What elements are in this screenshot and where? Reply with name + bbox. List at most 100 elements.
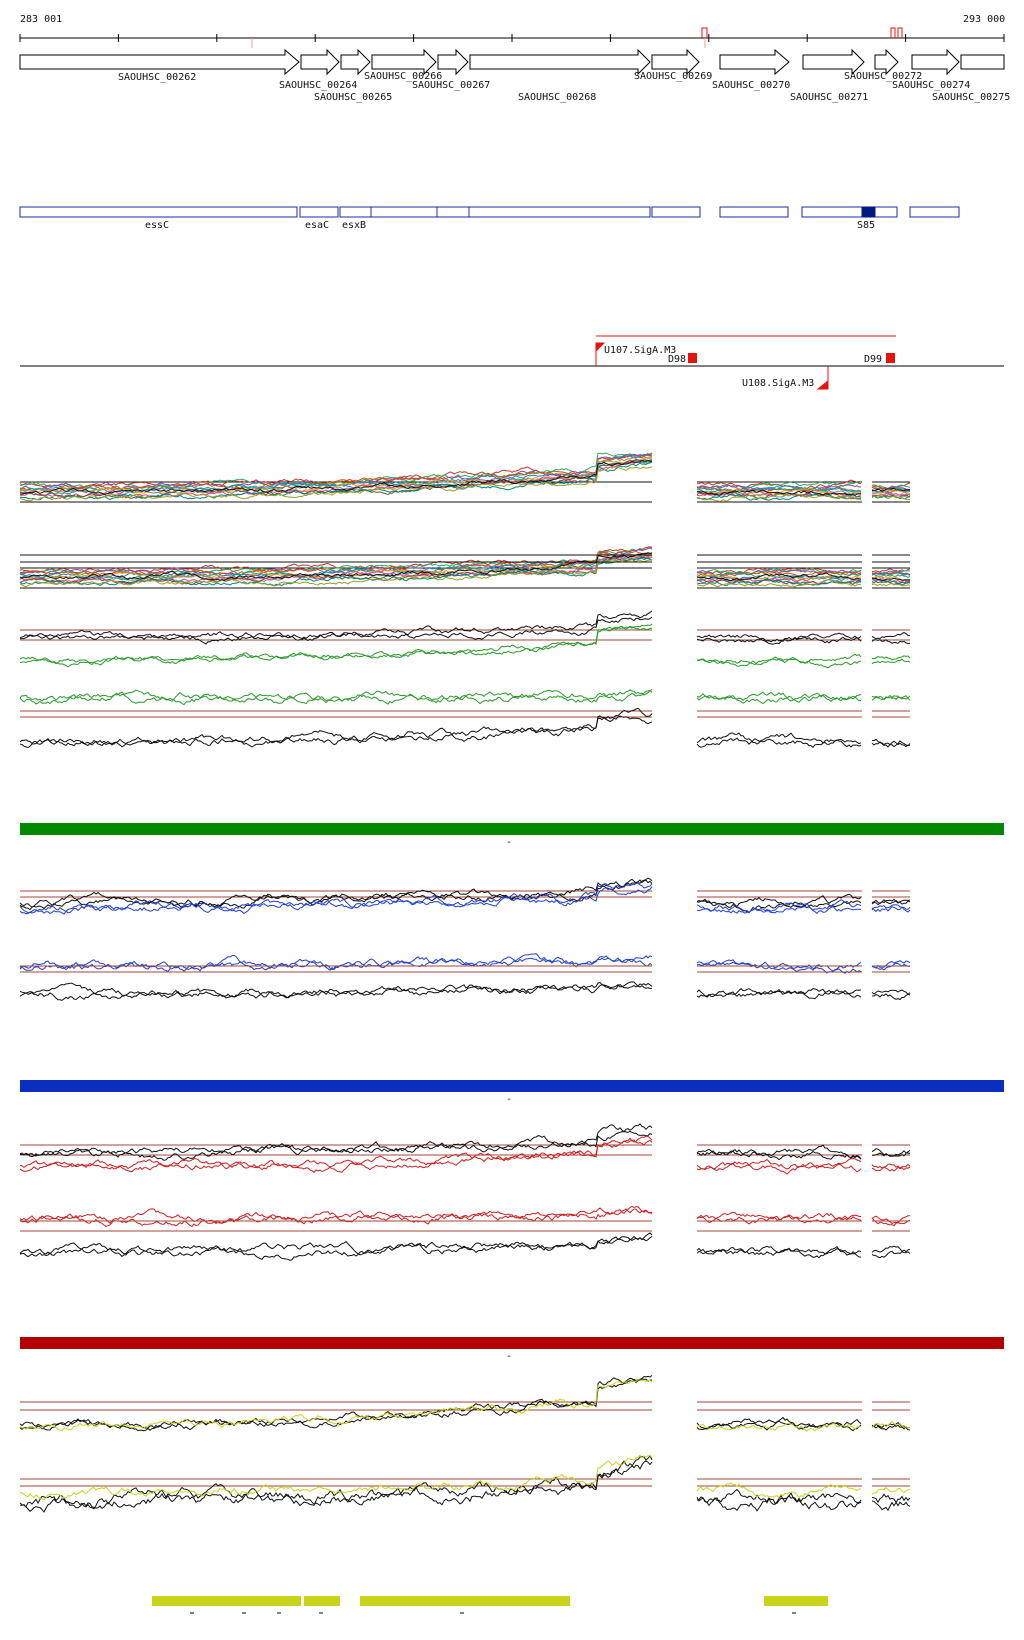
ruler-end-label: 293 000 (963, 14, 1005, 25)
annotation-box[interactable] (299, 206, 339, 218)
signal-trace (19, 610, 653, 640)
signal-trace (696, 493, 862, 502)
signal-trace (19, 1139, 653, 1173)
signal-trace (871, 655, 911, 661)
signal-trace (871, 489, 911, 495)
gene-arrow[interactable] (19, 48, 300, 76)
signal-trace (19, 886, 653, 915)
gene-arrow[interactable] (802, 48, 865, 76)
signal-trace (696, 1488, 862, 1505)
signal-trace (871, 992, 911, 1001)
signal-trace (871, 740, 911, 748)
signal-trace (696, 567, 862, 576)
gene-arrow[interactable] (719, 48, 790, 76)
annotation-label: esaC (305, 220, 329, 231)
signal-trace (696, 1211, 862, 1224)
signal-trace (696, 479, 862, 491)
signal-trace (19, 1235, 653, 1256)
gene-arrow[interactable] (340, 48, 371, 76)
signal-trace (19, 689, 653, 706)
signal-trace (871, 579, 911, 586)
signal-trace (19, 623, 653, 668)
segment-block[interactable] (764, 1596, 828, 1606)
gene-arrow[interactable] (911, 48, 960, 76)
condition-separator: - (506, 837, 512, 848)
signal-trace (19, 882, 653, 914)
signal-trace (696, 578, 862, 587)
signal-trace (696, 691, 862, 702)
annotation-box[interactable] (651, 206, 701, 218)
signal-trace (696, 1161, 862, 1175)
gene-label: SAOUHSC_00269 (634, 71, 712, 82)
signal-trace (871, 1420, 911, 1429)
annotation-box[interactable] (801, 206, 898, 218)
promoter-marker[interactable] (816, 366, 829, 390)
condition-separator: - (506, 1094, 512, 1105)
ruler-markers (251, 27, 903, 48)
annotation-highlight[interactable] (861, 206, 876, 218)
annotation-box[interactable] (468, 206, 651, 218)
gene-arrow[interactable] (960, 54, 1005, 70)
gene-arrow[interactable] (874, 48, 899, 76)
gene-label: SAOUHSC_00274 (892, 80, 970, 91)
segment-block[interactable] (304, 1596, 340, 1606)
signal-trace (696, 737, 862, 749)
signal-trace (696, 732, 862, 745)
signal-trace (871, 1423, 911, 1430)
segment-block[interactable] (360, 1596, 570, 1606)
signal-trace (871, 738, 911, 748)
condition-bar-red (20, 1337, 1004, 1349)
signal-trace (19, 1205, 653, 1225)
gene-arrow[interactable] (371, 48, 437, 76)
annotation-box[interactable] (436, 206, 470, 218)
signal-trace (696, 897, 862, 909)
signal-trace (19, 552, 653, 579)
gene-label: SAOUHSC_00271 (790, 92, 868, 103)
signal-trace (19, 552, 653, 582)
terminator-marker[interactable] (886, 353, 895, 363)
signal-trace (696, 1422, 862, 1432)
gene-arrow[interactable] (469, 48, 651, 76)
annotation-box[interactable] (19, 206, 298, 218)
gene-arrow[interactable] (651, 48, 700, 76)
signal-trace (871, 485, 911, 493)
signal-trace (19, 454, 653, 493)
annotation-box[interactable] (909, 206, 960, 218)
signal-trace (19, 456, 653, 497)
gene-label: SAOUHSC_00266 (364, 71, 442, 82)
signal-trace (696, 1482, 862, 1499)
signal-trace (871, 570, 911, 577)
signal-trace (696, 489, 862, 498)
signal-trace (19, 616, 653, 645)
signal-trace (19, 1232, 653, 1262)
annotation-box[interactable] (339, 206, 372, 218)
terminator-marker[interactable] (688, 353, 697, 363)
signal-trace (871, 484, 911, 490)
signal-trace (19, 558, 652, 588)
signal-trace (696, 899, 862, 914)
segment-block[interactable] (152, 1596, 301, 1606)
signal-trace (871, 658, 911, 665)
signal-trace (871, 1245, 911, 1253)
signal-trace (696, 893, 862, 914)
signal-trace (696, 571, 862, 577)
segment-track (152, 1596, 828, 1606)
condition-separator: - (506, 1351, 512, 1362)
signal-trace (871, 1421, 911, 1431)
annotation-box[interactable] (370, 206, 438, 218)
signal-trace (871, 495, 911, 501)
signal-trace (19, 879, 653, 911)
signal-trace (697, 1144, 862, 1160)
gene-arrow[interactable] (437, 48, 469, 76)
promoter-marker[interactable] (595, 342, 606, 366)
annotation-box[interactable] (719, 206, 789, 218)
signal-trace (871, 1166, 911, 1172)
signal-trace (696, 988, 862, 998)
gene-arrow[interactable] (300, 48, 340, 76)
feature-track: U107.SigA.M3 D98 D99 U108.SigA.M3 (20, 335, 1004, 390)
signal-trace (19, 689, 653, 705)
signal-trace (871, 580, 911, 585)
signal-trace (696, 658, 862, 669)
signal-trace (871, 1487, 911, 1496)
